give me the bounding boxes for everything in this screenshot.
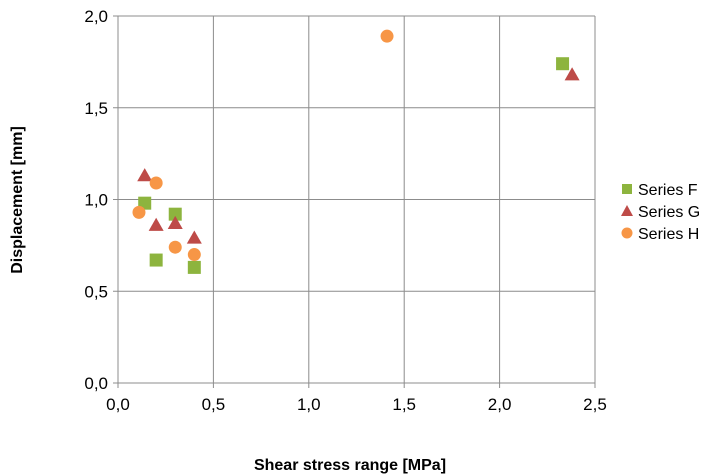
y-tick-label: 1,5 — [84, 99, 108, 118]
x-axis-title: Shear stress range [MPa] — [254, 457, 446, 474]
legend: Series F Series G Series H — [621, 182, 700, 243]
series-g-point — [186, 230, 202, 244]
series-h-point — [187, 248, 201, 262]
series-g-point — [167, 215, 183, 229]
series-f-point — [168, 207, 182, 221]
x-tick-label: 2,0 — [488, 395, 512, 414]
x-tick-label: 0,5 — [202, 395, 226, 414]
x-tick-label: 1,5 — [392, 395, 416, 414]
series-f-legend-marker — [622, 184, 632, 194]
axes — [113, 15, 596, 388]
series-g-legend-label: Series G — [638, 204, 700, 221]
series-f-point — [149, 253, 163, 267]
gridlines — [118, 15, 596, 383]
series-h-point — [132, 205, 146, 219]
x-tick-label: 2,5 — [583, 395, 607, 414]
series-g-legend-marker — [621, 205, 633, 216]
x-tick-label: 0,0 — [106, 395, 130, 414]
y-tick-label: 0,5 — [84, 282, 108, 301]
series-h-legend-label: Series H — [638, 226, 699, 243]
series-g-point — [137, 168, 153, 182]
series-h-point — [380, 29, 394, 43]
y-tick-label: 2,0 — [84, 7, 108, 26]
data-points — [132, 29, 580, 274]
x-tick-label: 1,0 — [297, 395, 321, 414]
series-h-legend-marker — [621, 227, 633, 239]
tick-labels: 0,0 0,5 1,0 1,5 2,0 2,5 0,0 0,5 1,0 1,5 2,0 — [84, 7, 606, 414]
series-g-point — [564, 67, 580, 81]
series-g-point — [148, 217, 164, 231]
y-tick-label: 0,0 — [84, 374, 108, 393]
y-axis-title: Displacement [mm] — [9, 126, 26, 274]
series-f-point — [556, 57, 570, 71]
series-f-legend-label: Series F — [638, 182, 698, 199]
y-tick-label: 1,0 — [84, 191, 108, 210]
series-h-point — [149, 176, 163, 190]
series-h-point — [168, 240, 182, 254]
series-f-point — [187, 260, 201, 274]
